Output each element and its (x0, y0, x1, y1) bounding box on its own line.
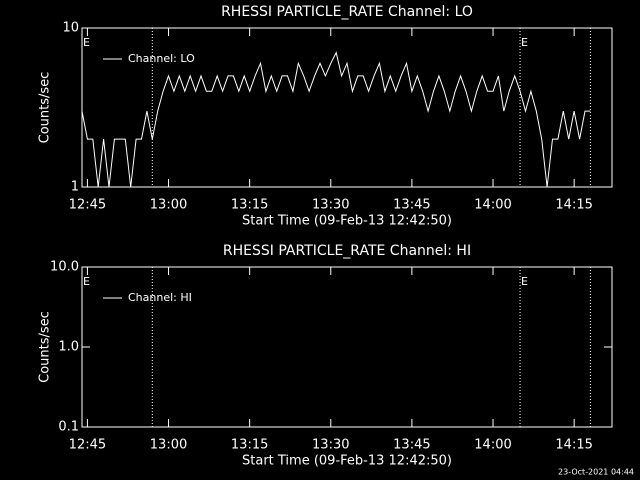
y-axis-label: Counts/sec (38, 311, 53, 383)
x-tick-label: 13:30 (312, 198, 349, 213)
legend-label: Channel: LO (128, 52, 195, 65)
x-tick-label: 13:00 (150, 198, 187, 213)
annotation: E (83, 36, 90, 49)
x-tick-label: 14:00 (474, 438, 511, 453)
plot-frame (81, 27, 613, 188)
timestamp: 23-Oct-2021 04:44 (558, 468, 634, 477)
annotation: E (521, 275, 528, 288)
legend-label: Channel: HI (128, 291, 192, 304)
y-tick-label: 0.1 (58, 420, 79, 435)
y-tick-label: 1 (71, 180, 79, 195)
annotation: E (83, 275, 90, 288)
chart-title: RHESSI PARTICLE_RATE Channel: HI (223, 243, 471, 259)
y-tick-label: 10.0 (50, 260, 79, 275)
x-tick-label: 14:00 (474, 198, 511, 213)
x-axis-label: Start Time (09-Feb-13 12:42:50) (242, 214, 452, 229)
x-tick-label: 14:15 (555, 198, 592, 213)
y-tick-label: 10 (62, 21, 79, 36)
x-tick-label: 13:30 (312, 438, 349, 453)
data-line (81, 51, 591, 188)
y-axis-label: Counts/sec (38, 72, 53, 144)
x-tick-label: 13:45 (393, 438, 430, 453)
x-tick-label: 13:15 (231, 198, 268, 213)
x-tick-label: 14:15 (555, 438, 592, 453)
x-axis-label: Start Time (09-Feb-13 12:42:50) (242, 454, 452, 469)
annotation: E (521, 36, 528, 49)
x-tick-label: 13:00 (150, 438, 187, 453)
chart-title: RHESSI PARTICLE_RATE Channel: LO (221, 4, 473, 20)
x-tick-label: 13:45 (393, 198, 430, 213)
y-tick-label: 1.0 (58, 340, 79, 355)
x-tick-label: 12:45 (69, 438, 106, 453)
x-tick-label: 13:15 (231, 438, 268, 453)
x-tick-label: 12:45 (69, 198, 106, 213)
